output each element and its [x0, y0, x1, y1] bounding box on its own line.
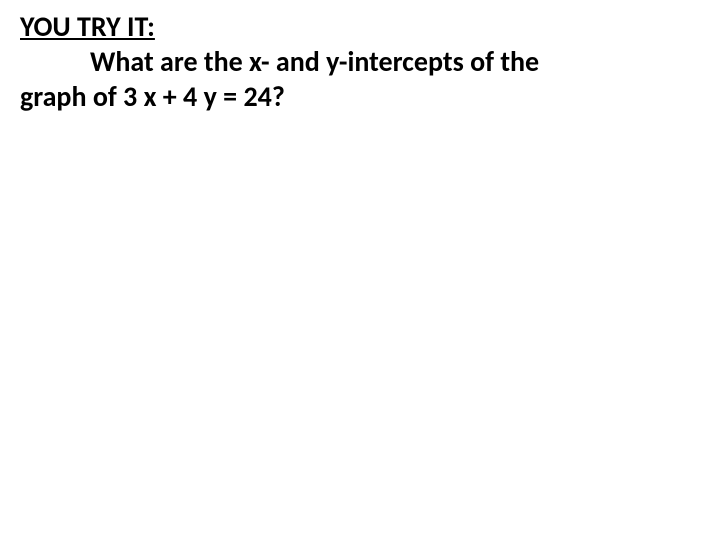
question-line-2: graph of 3 x + 4 y = 24? [20, 79, 700, 114]
slide-content: YOU TRY IT: What are the x- and y-interc… [20, 10, 700, 114]
question-line-1: What are the x- and y-intercepts of the [20, 44, 700, 79]
heading-text: YOU TRY IT: [20, 10, 700, 44]
